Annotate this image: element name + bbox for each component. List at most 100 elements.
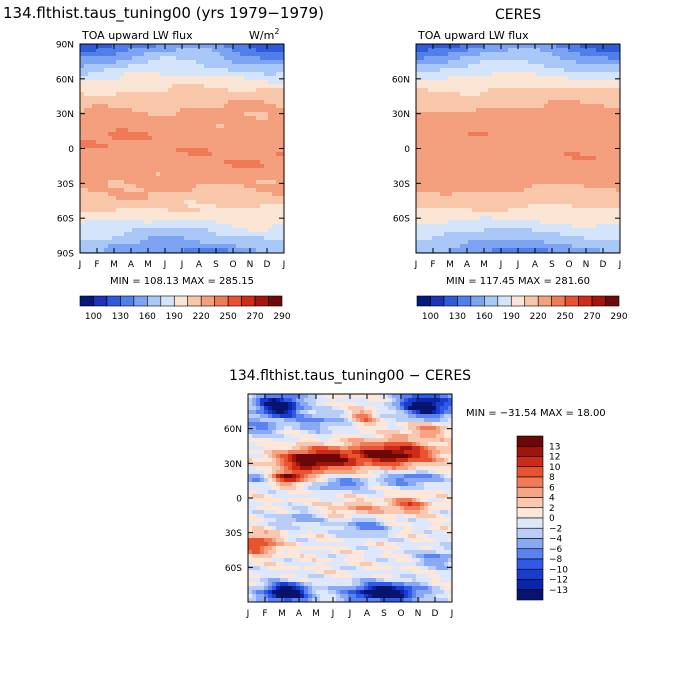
y-tick-label: 30N (56, 110, 74, 120)
y-tick-label: 0 (404, 145, 410, 155)
panel-ceres-title: CERES (495, 7, 541, 23)
colorbar-label: −12 (549, 576, 568, 586)
x-tick-label: N (247, 260, 254, 270)
colorbar-box (516, 548, 544, 560)
y-tick-label: 60S (393, 215, 410, 225)
stats-model: MIN = 108.13 MAX = 285.15 (110, 276, 254, 287)
x-tick-label: J (450, 609, 454, 619)
colorbar-label: −13 (549, 586, 568, 596)
heatmap-difference (248, 394, 452, 602)
colorbar-label: 100 (85, 312, 102, 322)
y-tick-label: 90S (57, 250, 74, 260)
colorbar-box (497, 295, 512, 307)
y-tick-label: 30N (392, 110, 410, 120)
x-tick-label: A (532, 260, 539, 270)
colorbar-model: 100 130 160 190 220 250 270 290 (79, 295, 291, 322)
colorbar-label: 220 (193, 312, 210, 322)
panel-model-title: 134.flthist.taus_tuning00 (yrs 1979−1979… (3, 4, 324, 23)
x-tick-label: J (414, 260, 418, 270)
x-tick-label: J (180, 260, 184, 270)
x-tick-label: D (432, 609, 439, 619)
panel-model-units: W/m2 (249, 27, 279, 42)
colorbar-box (200, 295, 215, 307)
colorbar-label: 270 (246, 312, 263, 322)
panel-model: 134.flthist.taus_tuning00 (yrs 1979−1979… (3, 4, 324, 322)
colorbar-box (524, 295, 539, 307)
colorbar-label: 270 (583, 312, 600, 322)
colorbar-box (416, 295, 431, 307)
x-tick-label: O (229, 260, 236, 270)
colorbar-box (516, 497, 544, 509)
colorbar-box (443, 295, 458, 307)
colorbar-ceres: 100 130 160 190 220 250 270 290 (416, 295, 628, 322)
x-tick-label: M (480, 260, 488, 270)
colorbar-label: 130 (112, 312, 129, 322)
colorbar-box (484, 295, 499, 307)
y-tick-label: 30S (393, 180, 410, 190)
colorbar-box (516, 476, 544, 488)
colorbar-box (516, 568, 544, 580)
colorbar-label: 220 (530, 312, 547, 322)
colorbar-label: 290 (273, 312, 290, 322)
x-tick-label: O (397, 609, 404, 619)
x-tick-label: F (262, 609, 267, 619)
y-tick-label: 60N (392, 75, 410, 85)
x-tick-label: N (583, 260, 590, 270)
colorbar-box (564, 295, 579, 307)
colorbar-box (430, 295, 445, 307)
colorbar-box (470, 295, 485, 307)
y-tick-label: 60N (224, 425, 242, 435)
heatmap-ceres (416, 44, 620, 253)
panel-model-units-exp: 2 (274, 27, 279, 36)
y-tick-label: 60S (57, 215, 74, 225)
x-tick-label: A (464, 260, 471, 270)
x-tick-label: J (163, 260, 167, 270)
colorbar-label: 13 (549, 442, 560, 452)
x-tick-label: J (516, 260, 520, 270)
colorbar-box (551, 295, 566, 307)
x-tick-label: S (381, 609, 387, 619)
colorbar-box (516, 466, 544, 478)
colorbar-box (537, 295, 552, 307)
colorbar-box (227, 295, 242, 307)
colorbar-label: 250 (220, 312, 237, 322)
colorbar-box (254, 295, 269, 307)
colorbar-box (516, 486, 544, 498)
colorbar-box (106, 295, 121, 307)
y-tick-label: 30S (225, 529, 242, 539)
x-tick-label: M (446, 260, 454, 270)
colorbar-box (241, 295, 256, 307)
x-tick-label: A (364, 609, 371, 619)
x-tick-label: A (128, 260, 135, 270)
x-tick-label: N (415, 609, 422, 619)
colorbar-box (516, 517, 544, 529)
colorbar-box (133, 295, 148, 307)
colorbar-box (578, 295, 593, 307)
x-tick-label: J (331, 609, 335, 619)
colorbar-label: −6 (549, 545, 563, 555)
colorbar-box (516, 589, 544, 601)
x-tick-label: J (78, 260, 82, 270)
colorbar-box (457, 295, 472, 307)
colorbar-box (516, 507, 544, 519)
x-tick-label: J (348, 609, 352, 619)
x-tick-label: J (618, 260, 622, 270)
panel-ceres-subtitle: TOA upward LW flux (417, 29, 529, 42)
colorbar-box (516, 579, 544, 591)
colorbar-label: −4 (549, 535, 563, 545)
colorbar-box (173, 295, 189, 307)
x-tick-label: M (110, 260, 118, 270)
colorbar-label: 130 (449, 312, 466, 322)
x-tick-label: S (549, 260, 555, 270)
colorbar-label: 6 (549, 483, 555, 493)
x-tick-label: S (213, 260, 219, 270)
colorbar-box (147, 295, 162, 307)
y-tick-label: 0 (236, 495, 242, 505)
colorbar-label: 190 (503, 312, 520, 322)
x-tick-label: J (246, 609, 250, 619)
panel-model-subtitle: TOA upward LW flux (81, 29, 193, 42)
y-tick-label: 90N (56, 41, 74, 51)
